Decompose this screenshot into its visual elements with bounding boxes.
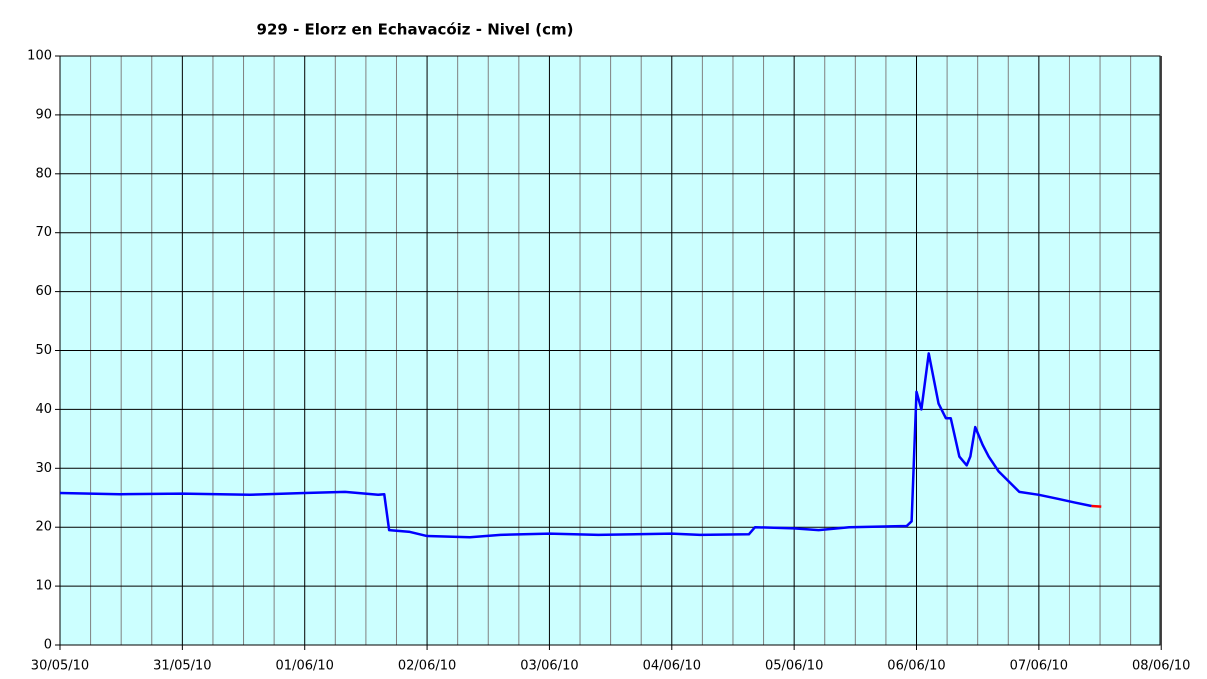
y-tick-label: 0: [44, 638, 52, 653]
y-tick-label: 60: [35, 284, 52, 299]
x-tick-label: 06/06/10: [887, 659, 945, 674]
y-tick-label: 90: [35, 107, 52, 122]
y-tick-label: 100: [27, 49, 52, 64]
x-tick-label: 03/06/10: [520, 659, 578, 674]
data-line: [59, 352, 1092, 539]
y-tick-label: 80: [35, 166, 52, 181]
data-line: [1091, 504, 1102, 508]
x-tick-label: 07/06/10: [1010, 659, 1068, 674]
x-tick-label: 31/05/10: [153, 659, 211, 674]
chart-title: 929 - Elorz en Echavacóiz - Nivel (cm): [257, 21, 574, 39]
y-tick-label: 10: [35, 579, 52, 594]
y-tick-label: 20: [35, 520, 52, 535]
y-tick-label: 70: [35, 225, 52, 240]
y-tick-label: 50: [35, 343, 52, 358]
x-tick-label: 01/06/10: [276, 659, 334, 674]
y-tick-label: 40: [35, 402, 52, 417]
y-tick-label: 30: [35, 461, 52, 476]
x-tick-label: 30/05/10: [31, 659, 89, 674]
x-tick-label: 02/06/10: [398, 659, 456, 674]
x-tick-label: 05/06/10: [765, 659, 823, 674]
x-tick-label: 04/06/10: [643, 659, 701, 674]
x-tick-label: 08/06/10: [1132, 659, 1190, 674]
